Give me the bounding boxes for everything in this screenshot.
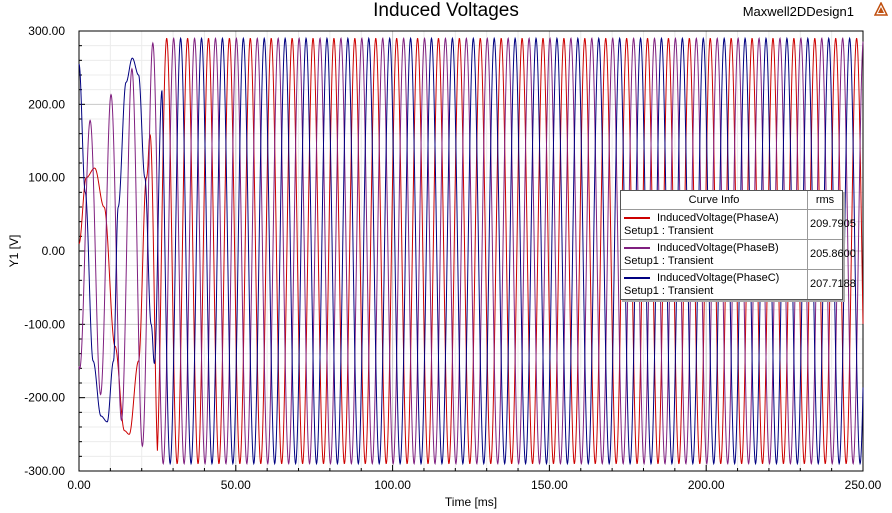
x-tick-labels: 0.00 50.00 100.00 150.00 200.00 250.00 <box>67 478 881 492</box>
y-tick-label: -200.00 <box>24 391 65 405</box>
chart-title: Induced Voltages <box>373 0 519 21</box>
legend-row-phase-b[interactable]: InducedVoltage(PhaseB) Setup1 : Transien… <box>621 240 856 270</box>
legend-header-curve-info: Curve Info <box>621 191 808 209</box>
design-name: Maxwell2DDesign1 <box>742 4 854 19</box>
legend-series-setup: Setup1 : Transient <box>624 285 714 297</box>
y-tick-label: -100.00 <box>24 317 65 331</box>
y-axis-label: Y1 [V] <box>7 235 21 268</box>
x-tick-label: 50.00 <box>221 478 251 492</box>
x-tick-label: 0.00 <box>67 478 91 492</box>
x-tick-label: 150.00 <box>531 478 568 492</box>
legend-series-name: InducedVoltage(PhaseC) <box>657 272 780 284</box>
ansys-logo-icon <box>874 2 888 16</box>
y-tick-label: 300.00 <box>28 24 65 38</box>
x-tick-label: 250.00 <box>845 478 882 492</box>
legend-rms-value: 209.7905 <box>810 218 856 230</box>
y-tick-label: -300.00 <box>24 464 65 478</box>
series-line-0 <box>78 37 864 465</box>
y-tick-label: 100.00 <box>28 171 65 185</box>
legend-row-phase-a[interactable]: InducedVoltage(PhaseA) Setup1 : Transien… <box>621 210 856 240</box>
legend-swatch <box>624 277 650 280</box>
legend-swatch <box>624 217 650 220</box>
axis-ticks <box>78 30 864 472</box>
legend-series-setup: Setup1 : Transient <box>624 255 714 267</box>
legend-swatch <box>624 247 650 250</box>
legend-series-setup: Setup1 : Transient <box>624 225 714 237</box>
series-line-2 <box>78 36 864 466</box>
legend-rms-value: 205.8600 <box>810 248 856 260</box>
y-tick-label: 200.00 <box>28 97 65 111</box>
x-tick-label: 200.00 <box>688 478 725 492</box>
legend-header-rms: rms <box>815 194 835 206</box>
legend-row-phase-c[interactable]: InducedVoltage(PhaseC) Setup1 : Transien… <box>621 270 856 299</box>
x-axis-label: Time [ms] <box>445 495 497 509</box>
legend-series-name: InducedVoltage(PhaseB) <box>657 242 779 254</box>
legend-rms-value: 207.7188 <box>810 278 856 290</box>
legend-table: Curve Info rms InducedVoltage(PhaseA) Se… <box>620 190 856 300</box>
y-tick-label: 0.00 <box>42 244 66 258</box>
y-tick-labels: 300.00 200.00 100.00 0.00 -100.00 -200.00 -300… <box>24 24 65 478</box>
legend-series-name: InducedVoltage(PhaseA) <box>657 212 779 224</box>
x-tick-label: 100.00 <box>374 478 411 492</box>
legend-header: Curve Info rms <box>621 191 842 210</box>
